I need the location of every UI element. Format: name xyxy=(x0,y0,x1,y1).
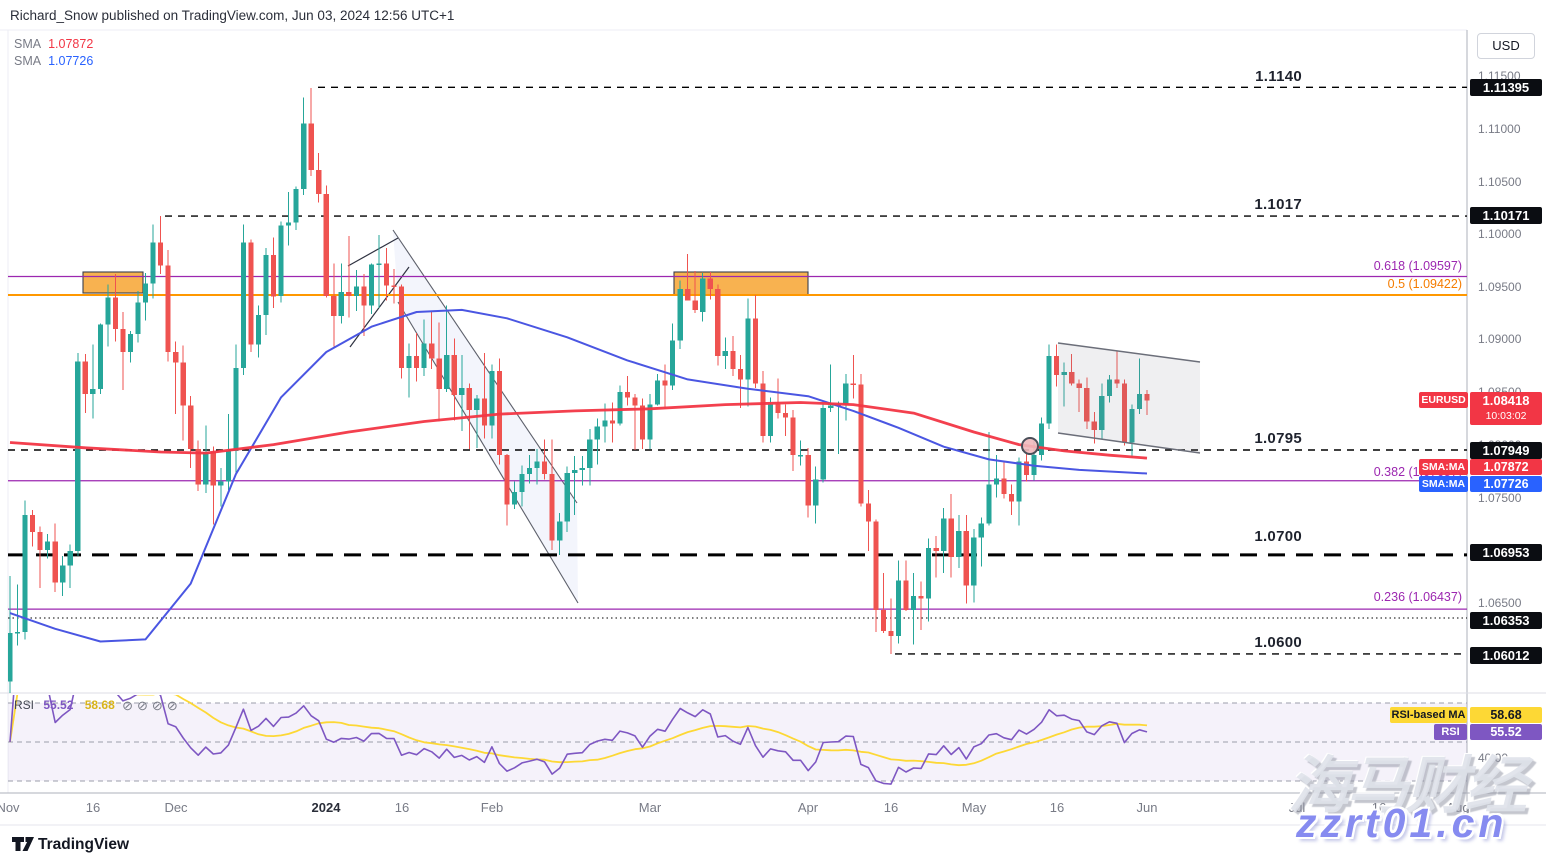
rsi-legend: RSI 55.52 58.68 ⊘ ⊘ ⊘ ⊘ xyxy=(14,698,178,714)
fib-level-label: 0.618 (1.09597) xyxy=(1373,259,1462,273)
rsi-price-tick: 40.00 xyxy=(1478,751,1509,765)
rsi-tag: RSI-based MA xyxy=(1390,707,1467,723)
consolidation-boxes[interactable] xyxy=(82,271,809,296)
date-tick: Nov xyxy=(0,800,20,815)
rsi-ma-legend-value: 58.68 xyxy=(84,698,115,712)
rsi-legend-controls: ⊘ ⊘ ⊘ ⊘ xyxy=(118,698,178,713)
indicator-legend: SMA 1.07872 SMA 1.07726 xyxy=(14,36,93,70)
price-line-badge: 1.10171 xyxy=(1470,206,1542,224)
date-tick: Apr xyxy=(797,800,819,815)
sma-fast-line[interactable] xyxy=(9,401,1148,460)
date-tick: Jul xyxy=(1288,800,1306,815)
date-tick: 16 xyxy=(883,800,899,815)
price-line-badge: 1.06953 xyxy=(1470,543,1542,561)
last-price-badge: 1.08418 10:03:02 xyxy=(1470,392,1542,425)
sma-legend-value: 1.07872 xyxy=(48,37,94,51)
sma-ma-tag: SMA:MA xyxy=(1419,459,1468,475)
level-label: 1.1140 xyxy=(1255,68,1302,85)
price-tick: 1.11000 xyxy=(1478,122,1521,136)
rsi-legend-value: 55.52 xyxy=(43,698,74,712)
fib-level-label: 0.236 (1.06437) xyxy=(1373,590,1462,604)
sma-ma-tag: SMA:MA xyxy=(1419,476,1468,492)
rsi-ma-line[interactable] xyxy=(9,675,1148,767)
last-price-value: 1.08418 xyxy=(1482,393,1530,408)
level-label: 1.1017 xyxy=(1254,196,1302,213)
rsi-delete-icon[interactable]: ⊘ xyxy=(151,698,163,713)
published-byline: Richard_Snow published on TradingView.co… xyxy=(10,8,455,23)
date-tick: 2024 xyxy=(311,800,341,815)
price-tick: 1.10000 xyxy=(1478,227,1522,241)
price-tick: 1.09500 xyxy=(1478,280,1522,294)
date-tick: Aug xyxy=(1446,800,1470,815)
level-label: 1.0795 xyxy=(1254,430,1302,447)
price-tick: 1.06500 xyxy=(1478,596,1522,610)
bar-countdown: 10:03:02 xyxy=(1485,410,1527,422)
sma-legend-label: SMA xyxy=(14,54,42,68)
date-tick: 16 xyxy=(1371,800,1387,815)
date-tick: Mar xyxy=(638,800,662,815)
symbol-tag: EURUSD xyxy=(1419,392,1468,408)
fib-level-label: 0.5 (1.09422) xyxy=(1387,277,1462,291)
rsi-pane[interactable] xyxy=(8,645,1467,785)
rsi-line[interactable] xyxy=(9,645,1148,785)
price-tick: 1.10500 xyxy=(1478,175,1522,189)
sma-legend-row[interactable]: SMA 1.07726 xyxy=(14,53,93,70)
price-line-badge: 1.06353 xyxy=(1470,611,1542,629)
level-label: 1.0700 xyxy=(1254,528,1302,545)
rsi-hide-icon[interactable]: ⊘ xyxy=(122,698,134,713)
sma-ma-value-badge: 1.07726 xyxy=(1470,476,1542,492)
currency-unit-button[interactable]: USD xyxy=(1477,33,1535,59)
price-line-badge: 1.07949 xyxy=(1470,441,1542,459)
date-tick: Jun xyxy=(1136,800,1158,815)
retest-circle-marker[interactable] xyxy=(1021,437,1039,455)
level-label: 1.0600 xyxy=(1254,634,1302,651)
price-line-badge: 1.11395 xyxy=(1470,78,1542,96)
date-tick: 16 xyxy=(1049,800,1065,815)
sma-slow-line[interactable] xyxy=(9,308,1148,643)
watermark-url: zzrt01.cn xyxy=(1296,800,1508,846)
rsi-value-badge: 58.68 xyxy=(1470,707,1542,723)
candles-layer[interactable] xyxy=(7,87,1150,701)
horizontal-level-lines[interactable] xyxy=(8,86,1467,655)
date-tick: 16 xyxy=(85,800,101,815)
sma-ma-value-badge: 1.07872 xyxy=(1470,459,1542,475)
rsi-settings-icon[interactable]: ⊘ xyxy=(137,698,148,713)
gray-channel[interactable] xyxy=(1057,342,1201,454)
price-tick: 1.09000 xyxy=(1478,332,1522,346)
watermark-cn: 海马财经 xyxy=(1288,752,1527,821)
date-tick: 16 xyxy=(394,800,410,815)
sma-legend-row[interactable]: SMA 1.07872 xyxy=(14,36,93,53)
price-tick: 1.07500 xyxy=(1478,491,1522,505)
rsi-tag: RSI xyxy=(1434,724,1467,740)
rsi-more-icon[interactable]: ⊘ xyxy=(166,698,178,713)
date-tick: May xyxy=(961,800,987,815)
tradingview-brand-text[interactable]: TradingView xyxy=(38,836,130,853)
sma-legend-label: SMA xyxy=(14,37,42,51)
rsi-legend-label: RSI xyxy=(14,698,35,712)
date-tick: Dec xyxy=(164,800,188,815)
rsi-value-badge: 55.52 xyxy=(1470,724,1542,740)
price-line-badge: 1.06012 xyxy=(1470,646,1542,664)
sma-legend-value: 1.07726 xyxy=(48,54,94,68)
date-tick: Feb xyxy=(480,800,504,815)
tradingview-logo-icon[interactable] xyxy=(11,834,35,854)
